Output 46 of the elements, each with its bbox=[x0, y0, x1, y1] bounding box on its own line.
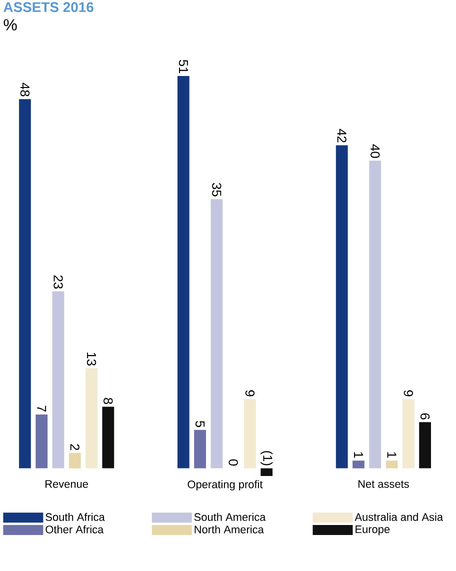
x-tick-label: Revenue bbox=[46, 480, 88, 488]
x-tick-label: Net assets bbox=[358, 480, 409, 488]
data-label: 1 bbox=[354, 452, 363, 458]
data-label: 51 bbox=[178, 60, 188, 74]
legend-label: South Africa bbox=[46, 512, 105, 521]
data-label: 40 bbox=[370, 144, 380, 158]
bar bbox=[419, 422, 431, 468]
bar bbox=[210, 199, 223, 468]
bar bbox=[36, 414, 48, 468]
data-label: 0 bbox=[228, 459, 238, 466]
bar bbox=[19, 99, 31, 468]
bar bbox=[386, 460, 398, 468]
data-label: (1) bbox=[260, 451, 273, 466]
data-label: 23 bbox=[54, 275, 63, 289]
bar bbox=[86, 368, 98, 468]
bar bbox=[68, 452, 81, 468]
legend-label: Other Africa bbox=[46, 525, 104, 534]
data-label: 6 bbox=[420, 413, 430, 420]
data-label: 42 bbox=[337, 128, 346, 142]
bar bbox=[177, 76, 190, 468]
bar bbox=[336, 145, 348, 468]
bar bbox=[52, 291, 64, 468]
bar bbox=[369, 160, 382, 468]
bar bbox=[102, 406, 114, 468]
chart-title: ASSETS 2016 bbox=[4, 2, 94, 12]
data-label: 2 bbox=[70, 444, 80, 450]
data-label: 5 bbox=[196, 420, 205, 428]
data-label: 35 bbox=[212, 182, 222, 196]
x-tick-label: Operating profit bbox=[188, 480, 263, 490]
data-label: 9 bbox=[245, 390, 255, 396]
bar bbox=[244, 399, 256, 468]
data-label: 9 bbox=[404, 390, 413, 396]
legend-label: Australia and Asia bbox=[354, 512, 444, 521]
legend-label: North America bbox=[194, 525, 264, 534]
bar bbox=[260, 468, 273, 476]
data-label: 13 bbox=[86, 352, 96, 366]
y-axis-title: % bbox=[4, 19, 17, 30]
bar bbox=[402, 399, 414, 468]
data-label: 1 bbox=[387, 452, 396, 458]
bar bbox=[194, 430, 206, 468]
data-label: 48 bbox=[20, 82, 30, 96]
bar bbox=[352, 460, 364, 468]
legend-label: Europe bbox=[356, 526, 390, 536]
data-label: 7 bbox=[37, 406, 46, 412]
data-label: 8 bbox=[104, 398, 113, 404]
legend-label: South America bbox=[194, 512, 266, 521]
